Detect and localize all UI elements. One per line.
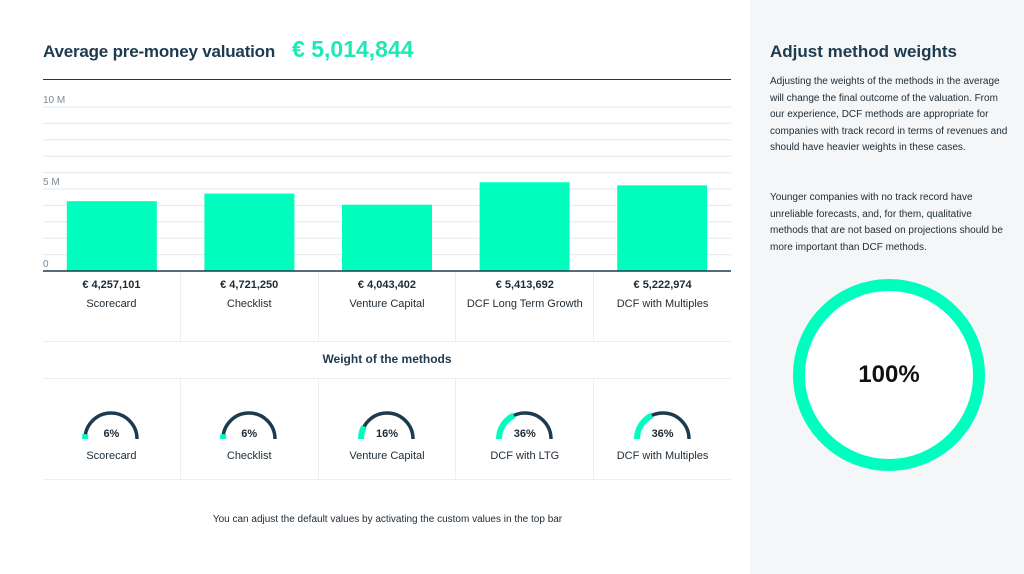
bar-venture-capital xyxy=(342,204,432,271)
valuation-cell-dcf-ltg: € 5,413,692 DCF Long Term Growth xyxy=(456,272,595,341)
main-panel: Average pre-money valuation € 5,014,844 … xyxy=(43,36,731,525)
method-name: Checklist xyxy=(226,298,272,310)
bar-checklist xyxy=(204,193,295,271)
y-tick-label: 0 xyxy=(43,259,49,270)
footer-note: You can adjust the default values by act… xyxy=(212,514,563,525)
total-weight-ring-graphic xyxy=(793,279,985,471)
side-panel-title: Adjust method weights xyxy=(770,42,957,61)
weight-gauge[interactable] xyxy=(493,409,557,443)
valuation-header: Average pre-money valuation € 5,014,844 xyxy=(43,36,414,66)
valuation-cell-scorecard: € 4,257,101 Scorecard xyxy=(43,272,181,341)
weight-cell-venture-capital[interactable]: 16% Venture Capital xyxy=(319,379,457,479)
method-name: Scorecard xyxy=(86,298,137,310)
bar-dcf-with-multiples xyxy=(617,185,708,271)
valuation-cell-venture-capital: € 4,043,402 Venture Capital xyxy=(319,272,457,341)
weight-gauge[interactable] xyxy=(79,409,143,443)
valuation-cell-dcf-multiples: € 5,222,974 DCF with Multiples xyxy=(594,272,731,341)
gauge-fill xyxy=(633,412,653,440)
weight-cell-scorecard[interactable]: 6% Scorecard xyxy=(43,379,181,479)
weight-gauge[interactable] xyxy=(217,409,281,443)
y-tick-label: 10 M xyxy=(43,95,65,106)
weight-percent: 16% xyxy=(375,428,398,440)
total-weight-label: 100% xyxy=(858,361,920,388)
weight-cell-checklist[interactable]: 6% Checklist xyxy=(181,379,319,479)
weight-percent: 6% xyxy=(241,428,258,440)
weight-method-name: Scorecard xyxy=(86,450,137,462)
method-name: DCF Long Term Growth xyxy=(466,298,583,310)
bar-dcf-long-term-growth xyxy=(479,182,570,271)
weight-method-name: Venture Capital xyxy=(349,450,425,462)
average-valuation-value: € 5,014,844 xyxy=(292,36,414,62)
side-paragraph-1: Adjusting the weights of the methods in … xyxy=(770,76,1008,153)
valuation-amount: € 5,222,974 xyxy=(633,279,692,291)
page-title: Average pre-money valuation xyxy=(43,42,276,61)
gauge-fill xyxy=(495,412,516,440)
gauge-track xyxy=(83,411,140,440)
gauge-track xyxy=(221,411,277,440)
bar-scorecard xyxy=(66,201,157,271)
weight-method-name: Checklist xyxy=(226,450,272,462)
methods-table: € 4,257,101 Scorecard € 4,721,250 Checkl… xyxy=(43,272,731,480)
total-weight-ring-arc xyxy=(793,279,985,471)
gauge-fill xyxy=(357,425,367,440)
chart-canvas: 0 5 M 10 M xyxy=(43,95,731,272)
valuation-amount: € 4,721,250 xyxy=(220,279,279,291)
valuation-amount: € 4,257,101 xyxy=(82,279,141,291)
valuation-cell-checklist: € 4,721,250 Checklist xyxy=(181,272,319,341)
weight-method-name: DCF with Multiples xyxy=(616,450,709,462)
total-weight-ring: 100% xyxy=(791,277,987,473)
method-name: Venture Capital xyxy=(349,298,425,310)
weight-percent: 36% xyxy=(651,428,674,440)
valuation-bar-chart: 0 5 M 10 M xyxy=(43,80,731,272)
weight-percent: 36% xyxy=(513,428,536,440)
weights-title-row: Weight of the methods xyxy=(43,342,731,379)
weight-method-name: DCF with LTG xyxy=(490,450,560,462)
side-paragraph-2: Younger companies with no track record h… xyxy=(770,192,1003,253)
valuations-row: € 4,257,101 Scorecard € 4,721,250 Checkl… xyxy=(43,272,731,342)
valuation-amount: € 5,413,692 xyxy=(495,279,554,291)
valuation-amount: € 4,043,402 xyxy=(357,279,417,291)
weights-section-title: Weight of the methods xyxy=(322,352,452,366)
weight-cell-dcf-ltg[interactable]: 36% DCF with LTG xyxy=(456,379,595,479)
weight-cell-dcf-multiples[interactable]: 36% DCF with Multiples xyxy=(594,379,731,479)
weight-gauge[interactable] xyxy=(631,409,695,443)
weight-percent: 6% xyxy=(103,428,120,440)
method-name: DCF with Multiples xyxy=(616,298,709,310)
weight-gauge[interactable] xyxy=(355,409,419,443)
y-tick-label: 5 M xyxy=(43,177,60,188)
header-divider xyxy=(43,79,731,80)
weights-row: 6% Scorecard 6% Checklist 16% Venture Ca… xyxy=(43,379,731,480)
